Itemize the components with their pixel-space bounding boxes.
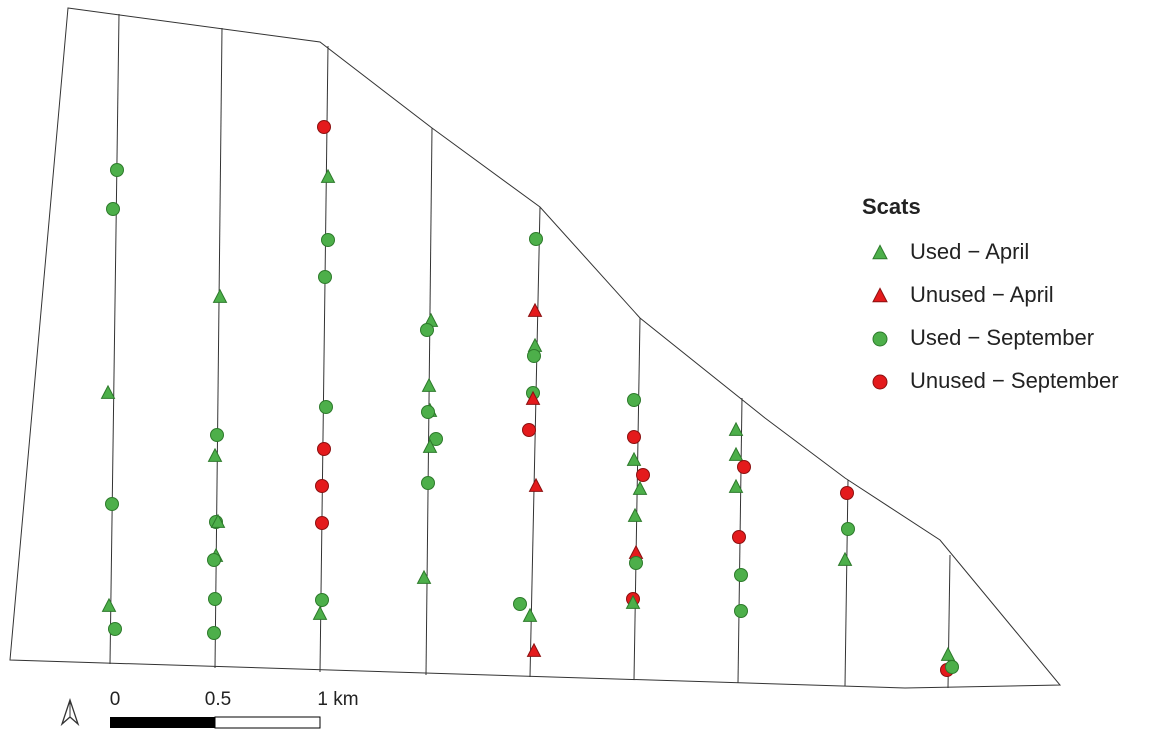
scat-point [321,233,335,247]
transect [214,27,223,669]
scat-point [100,384,116,399]
scat-point [529,232,543,246]
study-area-boundary [9,7,1062,689]
scat-point [522,423,536,437]
scat-point [632,480,648,495]
scat-point [320,168,336,183]
scat-point [728,478,744,493]
transects [109,13,951,689]
scat-point [317,442,331,456]
scat-point [525,390,541,405]
scale-label: 0.5 [205,689,231,710]
scat-point [526,642,542,657]
scat-point [728,421,744,436]
scat-point [734,568,748,582]
legend-label: Unused − September [910,368,1119,393]
scat-point [101,597,117,612]
legend-symbol [872,374,888,390]
scat-point [318,270,332,284]
legend-symbol [872,331,888,347]
scat-point [728,446,744,461]
legend-symbol [872,244,888,260]
scat-point [110,163,124,177]
scat-point [527,302,543,317]
legend-label: Used − September [910,325,1094,350]
scat-points [100,120,959,677]
scat-point [420,323,434,337]
scat-point [421,377,437,392]
scat-point [421,405,435,419]
scat-point [625,594,641,609]
scat-point [513,597,527,611]
scat-point [210,513,226,528]
transect [529,206,541,678]
scat-point [207,447,223,462]
scat-point [416,569,432,584]
legend-title: Scats [862,194,921,219]
legend-label: Unused − April [910,282,1054,307]
scat-point [636,468,650,482]
scat-point [522,607,538,622]
legend-label: Used − April [910,239,1029,264]
scat-point [626,451,642,466]
scale-segment [110,717,215,728]
north-arrow [60,697,80,727]
scat-point [841,522,855,536]
scale-label: 1 km [317,689,358,710]
scat-point [105,497,119,511]
scat-point [210,428,224,442]
scat-point [629,556,643,570]
scat-point [106,202,120,216]
scat-point [627,430,641,444]
scat-point [421,476,435,490]
scale-label: 0 [110,689,121,710]
scat-point [737,460,751,474]
scat-point [319,400,333,414]
scat-point [840,486,854,500]
scat-point [528,477,544,492]
scat-point [208,592,222,606]
scat-point [429,432,443,446]
scat-point [108,622,122,636]
scat-point [207,626,221,640]
scat-point [945,660,959,674]
scat-point [317,120,331,134]
scat-point [734,604,748,618]
scat-point [315,516,329,530]
scat-point [940,646,956,661]
transect [319,45,329,673]
legend: Scats Used − April Unused − April Used − S… [862,194,1119,393]
scat-point [732,530,746,544]
scat-point [837,551,853,566]
scale-bar: 0 0.5 1 km [110,689,359,729]
scat-point [207,553,221,567]
scat-point [315,479,329,493]
scat-point [312,605,328,620]
transect [109,13,120,665]
transect [633,317,641,681]
scat-point [627,393,641,407]
transect [844,479,849,687]
transect [425,127,433,676]
scale-segment [214,716,321,729]
scat-point [627,507,643,522]
scat-point [212,288,228,303]
scat-point [315,593,329,607]
scat-point [527,349,541,363]
scat-point [422,438,438,453]
legend-symbol [872,287,888,303]
